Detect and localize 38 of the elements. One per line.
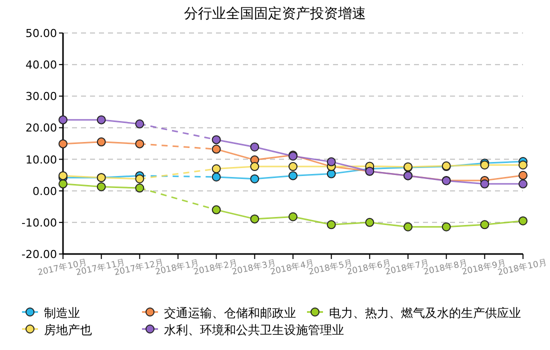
point bbox=[250, 174, 260, 184]
point bbox=[442, 222, 451, 232]
legend-label: 水利、环境和公共卫生设施管理业 bbox=[164, 323, 344, 337]
point bbox=[326, 157, 336, 166]
point bbox=[288, 171, 298, 180]
point bbox=[250, 214, 260, 224]
point bbox=[518, 170, 528, 180]
point bbox=[404, 222, 412, 232]
point bbox=[96, 137, 106, 146]
y-tick-label: -20.00 bbox=[22, 248, 57, 261]
y-tick-label: 30.00 bbox=[26, 90, 57, 104]
y-tick-label: -10.00 bbox=[22, 216, 57, 230]
y-tick-label: 0.00 bbox=[32, 184, 57, 198]
y-tick-label: 40.00 bbox=[26, 58, 57, 72]
point bbox=[58, 179, 68, 188]
point bbox=[58, 139, 68, 148]
point bbox=[96, 115, 106, 124]
point bbox=[288, 162, 298, 172]
point bbox=[518, 160, 528, 170]
point bbox=[518, 179, 528, 188]
point bbox=[250, 162, 260, 172]
point bbox=[326, 220, 336, 230]
legend-label: 制造业 bbox=[44, 306, 80, 320]
point bbox=[480, 220, 490, 230]
point bbox=[518, 216, 528, 226]
y-tick-label: 10.00 bbox=[26, 153, 57, 166]
chart-title: 分行业全国固定资产投资增速 bbox=[184, 6, 366, 22]
point bbox=[365, 218, 374, 227]
legend-label: 交通运输、仓储和邮政业 bbox=[164, 306, 296, 320]
point bbox=[480, 179, 490, 188]
y-tick-label: 50.00 bbox=[26, 27, 57, 40]
y-tick-label: 20.00 bbox=[26, 122, 57, 135]
legend-label: 房地产也 bbox=[44, 323, 92, 337]
point bbox=[250, 142, 260, 152]
point bbox=[288, 212, 298, 222]
point bbox=[58, 115, 68, 124]
point bbox=[96, 182, 106, 192]
legend-label: 电力、热力、燃气及水的生产供应业 bbox=[329, 306, 521, 320]
